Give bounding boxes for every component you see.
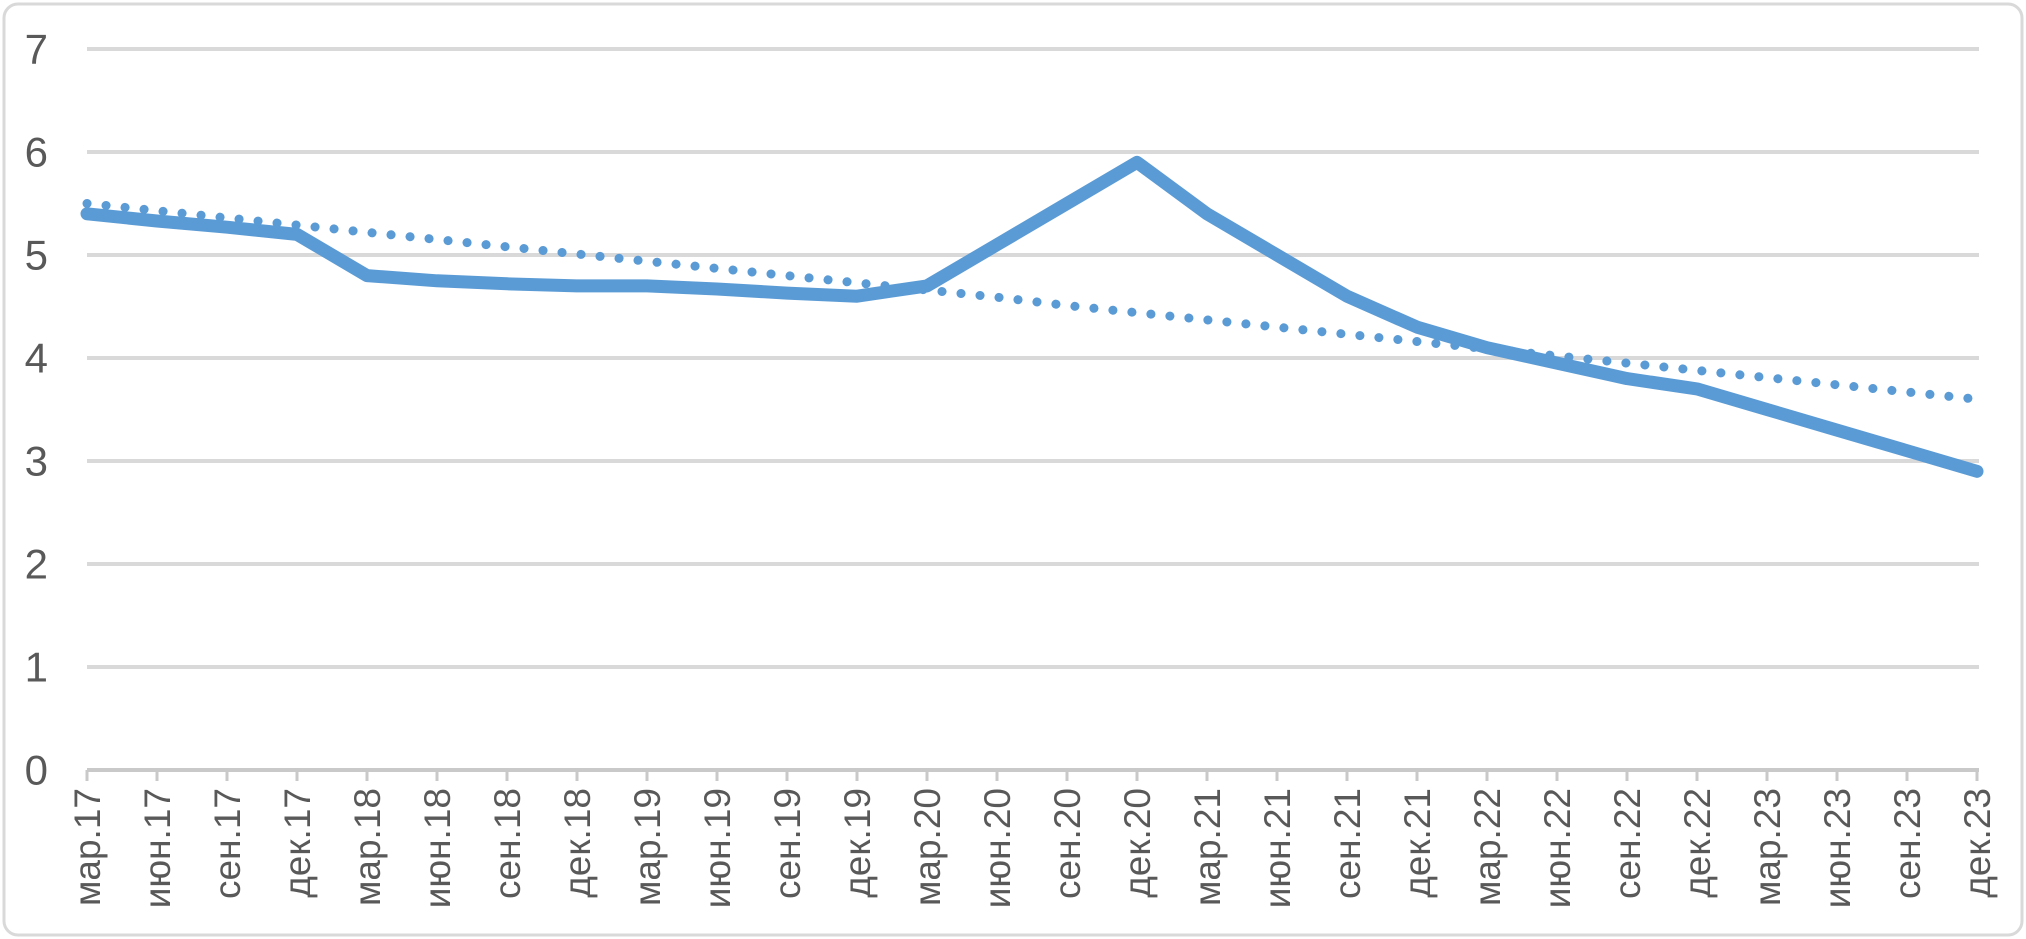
y-axis-label: 2 <box>25 541 48 588</box>
x-axis-label: мар.23 <box>1747 788 1788 906</box>
x-axis-label: сен.17 <box>207 788 248 899</box>
x-axis-label: дек.19 <box>837 788 878 898</box>
x-axis-label: дек.22 <box>1677 788 1718 898</box>
y-axis-label: 0 <box>25 747 48 794</box>
x-axis-label: дек.18 <box>557 788 598 898</box>
y-axis-labels: 0 1 2 3 4 5 6 7 <box>25 26 48 794</box>
x-axis-label: дек.21 <box>1397 788 1438 898</box>
x-axis-label: июн.21 <box>1257 788 1298 908</box>
x-axis-label: сен.19 <box>767 788 808 899</box>
x-axis-label: июн.18 <box>417 788 458 908</box>
data-series <box>80 155 1984 478</box>
x-axis-label: июн.22 <box>1537 788 1578 908</box>
y-axis-label: 3 <box>25 438 48 485</box>
x-axis-label: июн.20 <box>977 788 1018 908</box>
x-axis-label: мар.20 <box>907 788 948 906</box>
trend-line <box>82 199 1982 404</box>
x-axis-ticks <box>85 770 1979 781</box>
x-axis-label: июн.23 <box>1817 788 1858 908</box>
x-axis-label: мар.21 <box>1187 788 1228 906</box>
x-axis-label: дек.20 <box>1117 788 1158 898</box>
x-axis-label: июн.17 <box>137 788 178 908</box>
x-axis-label: дек.17 <box>277 788 318 898</box>
x-axis-label: сен.22 <box>1607 788 1648 899</box>
data-series-line <box>80 155 1984 478</box>
x-axis-label: мар.17 <box>67 788 108 906</box>
y-axis-label: 4 <box>25 335 48 382</box>
x-axis-label: мар.19 <box>627 788 668 906</box>
x-axis-label: сен.23 <box>1887 788 1928 899</box>
x-axis-label: мар.22 <box>1467 788 1508 906</box>
x-axis-label: июн.19 <box>697 788 738 908</box>
x-axis-label: сен.20 <box>1047 788 1088 899</box>
x-axis-labels: мар.17 июн.17 сен.17 дек.17 мар.18 июн.18 сен.… <box>67 788 1998 908</box>
x-axis-label: дек.23 <box>1957 788 1998 898</box>
x-axis-label: сен.18 <box>487 788 528 899</box>
y-axis-label: 6 <box>25 129 48 176</box>
y-axis-label: 5 <box>25 232 48 279</box>
y-axis-label: 1 <box>25 644 48 691</box>
y-axis-label: 7 <box>25 26 48 73</box>
x-axis-label: мар.18 <box>347 788 388 906</box>
x-axis-label: сен.21 <box>1327 788 1368 899</box>
y-gridlines <box>87 47 1979 669</box>
